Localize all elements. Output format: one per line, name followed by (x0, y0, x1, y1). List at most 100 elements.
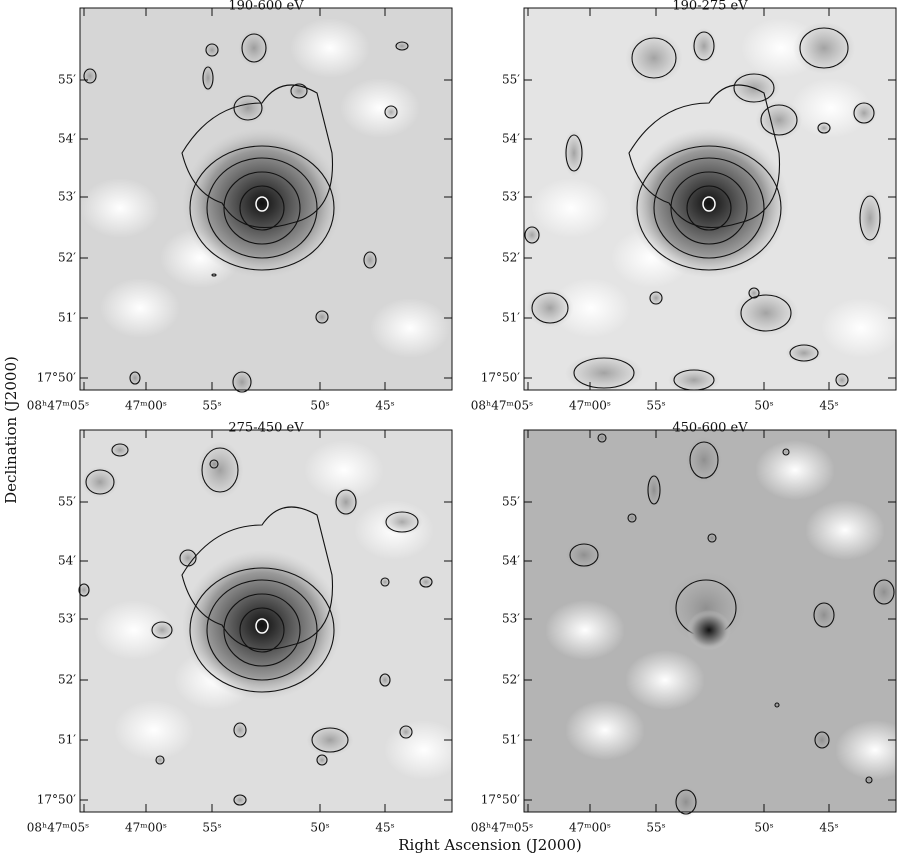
dec-tick-label: 51′ (502, 733, 520, 747)
dec-tick-label: 53′ (58, 190, 76, 204)
contour (799, 27, 849, 69)
ra-tick-label: 45ˢ (375, 821, 394, 835)
contour (363, 251, 377, 269)
contour (85, 469, 115, 495)
ra-tick-label: 50ˢ (310, 399, 329, 413)
contour (748, 287, 760, 299)
contour (733, 73, 775, 103)
blob (149, 619, 175, 641)
contour (653, 157, 765, 259)
ra-tick-label: 47ᵐ00ˢ (569, 399, 611, 413)
contour (181, 84, 334, 229)
blob (625, 32, 683, 84)
blob (288, 81, 310, 101)
dec-tick-label: 53′ (502, 190, 520, 204)
blob (812, 729, 832, 751)
blob (668, 367, 720, 393)
noise (114, 700, 194, 760)
contour (813, 602, 835, 628)
noise (304, 440, 384, 500)
noise (370, 298, 450, 358)
panel-title: 450-600 eV (672, 421, 748, 436)
noise (545, 600, 625, 660)
contour (707, 533, 717, 543)
dec-tick-label: 17°50′ (481, 793, 521, 807)
blob (238, 29, 270, 67)
ra-tick-label: 55ˢ (646, 821, 665, 835)
contour (628, 84, 781, 229)
dec-tick-label: 52′ (502, 673, 520, 687)
contour (873, 579, 895, 605)
blob (177, 547, 199, 569)
ra-tick-label: 55ˢ (202, 399, 221, 413)
panel-title: 275-450 eV (228, 421, 304, 436)
contour (201, 447, 239, 493)
contour (315, 310, 329, 324)
contour (379, 673, 391, 687)
map-panel (523, 429, 900, 818)
contour (835, 373, 849, 387)
contour (239, 185, 285, 231)
contour (202, 66, 214, 90)
contour (385, 511, 419, 533)
ra-tick-label: 50ˢ (754, 821, 773, 835)
ra-tick-label: 08ʰ47ᵐ05ˢ (471, 399, 533, 413)
blob (851, 100, 877, 126)
blob (565, 540, 603, 570)
ra-tick-label: 55ˢ (202, 821, 221, 835)
ra-tick-label: 08ʰ47ᵐ05ˢ (27, 821, 89, 835)
dec-tick-label: 52′ (502, 251, 520, 265)
contour (399, 725, 413, 739)
contour (205, 43, 219, 57)
source (182, 550, 342, 700)
contour (689, 441, 719, 479)
panel-title: 190-275 eV (672, 0, 748, 14)
contour (83, 68, 97, 84)
contour (384, 105, 398, 119)
blob (526, 288, 574, 328)
contour (760, 104, 798, 136)
noise (791, 78, 871, 138)
blob (646, 471, 662, 509)
contour (636, 145, 782, 271)
contour (255, 196, 269, 212)
noise (805, 500, 885, 560)
contour (627, 513, 637, 523)
map-panel (522, 7, 900, 393)
contour (419, 576, 433, 588)
dec-tick-label: 54′ (58, 132, 76, 146)
contour (223, 171, 301, 245)
noise (551, 278, 631, 338)
blob (196, 441, 244, 499)
ra-tick-label: 47ᵐ00ˢ (125, 821, 167, 835)
ra-tick-label: 45ˢ (375, 399, 394, 413)
frame (523, 7, 897, 391)
blob (522, 224, 542, 246)
contour (395, 41, 409, 51)
noise (565, 700, 645, 760)
dec-tick-label: 54′ (502, 132, 520, 146)
noise (94, 600, 174, 660)
blob (306, 724, 354, 756)
noise (100, 278, 180, 338)
contour (597, 433, 607, 443)
dec-tick-label: 51′ (58, 733, 76, 747)
contour (290, 83, 308, 99)
ra-tick-label: 45ˢ (819, 399, 838, 413)
blob (381, 509, 423, 535)
contour (675, 789, 697, 815)
panel-title: 190-600 eV (228, 0, 304, 14)
source (687, 610, 731, 650)
blob (563, 129, 585, 177)
contour (859, 195, 881, 241)
contour (853, 102, 875, 124)
dec-tick-label: 54′ (58, 554, 76, 568)
dec-tick-label: 54′ (502, 554, 520, 568)
ra-tick-label: 50ˢ (754, 399, 773, 413)
dec-tick-label: 53′ (502, 612, 520, 626)
contour (316, 754, 328, 766)
ra-tick-label: 08ʰ47ᵐ05ˢ (27, 399, 89, 413)
blob (685, 436, 723, 484)
contour (569, 543, 599, 567)
contour (524, 226, 540, 244)
